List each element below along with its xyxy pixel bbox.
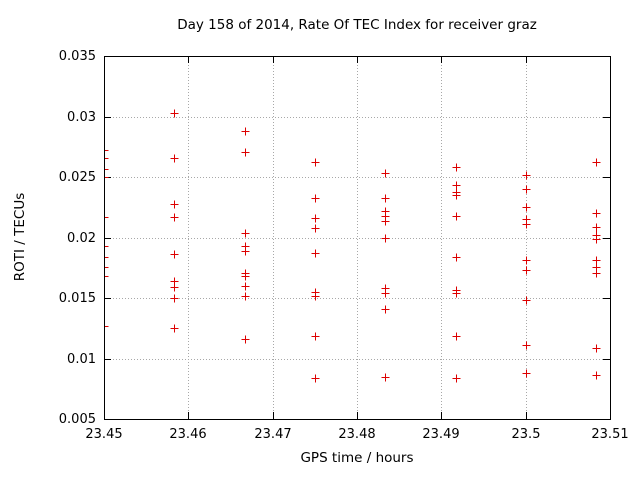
y-tick-label: 0.005 — [59, 412, 96, 427]
data-point-plus — [381, 305, 390, 314]
x-tick-label: 23.49 — [422, 427, 459, 442]
x-tick-label: 23.48 — [338, 427, 375, 442]
data-point-plus — [241, 247, 250, 256]
plot-border — [104, 56, 611, 420]
data-point-plus — [311, 292, 320, 301]
data-point-plus — [592, 223, 601, 232]
data-point-plus — [592, 371, 601, 380]
data-point-plus — [170, 294, 179, 303]
data-point-plus — [452, 191, 461, 200]
data-point-plus — [522, 203, 531, 212]
x-tick-label: 23.45 — [85, 427, 122, 442]
data-point-plus — [311, 214, 320, 223]
data-point-plus — [592, 269, 601, 278]
y-axis-title: ROTI / TECUs — [12, 192, 28, 282]
x-axis-title: GPS time / hours — [300, 450, 414, 466]
y-tick-label: 0.02 — [67, 231, 96, 246]
data-point-plus — [522, 185, 531, 194]
x-tick-label: 23.46 — [169, 427, 206, 442]
chart-title: Day 158 of 2014, Rate Of TEC Index for r… — [177, 17, 537, 33]
data-point-plus — [241, 282, 250, 291]
data-point-plus — [592, 235, 601, 244]
data-point-plus — [170, 213, 179, 222]
data-point-plus — [241, 272, 250, 281]
data-point-plus — [311, 158, 320, 167]
data-point-plus — [381, 373, 390, 382]
data-point-plus — [381, 169, 390, 178]
data-point-plus — [452, 181, 461, 190]
data-point-plus — [311, 332, 320, 341]
data-point-plus — [452, 253, 461, 262]
data-point-plus — [170, 250, 179, 259]
y-tick-label: 0.01 — [67, 352, 96, 367]
data-point-plus — [592, 256, 601, 265]
y-tick-label: 0.035 — [59, 49, 96, 64]
data-point-plus — [311, 224, 320, 233]
data-point-plus — [311, 249, 320, 258]
data-point-plus — [241, 148, 250, 157]
data-point-plus — [522, 171, 531, 180]
data-point-plus — [452, 332, 461, 341]
data-point-plus — [522, 220, 531, 229]
scatter-points — [104, 109, 601, 383]
y-tick-label: 0.015 — [59, 291, 96, 306]
data-point-plus — [522, 296, 531, 305]
data-point-plus — [170, 324, 179, 333]
data-point-plus — [241, 127, 250, 136]
data-point-plus — [452, 212, 461, 221]
data-point-plus — [522, 256, 531, 265]
data-point-plus — [381, 217, 390, 226]
data-point-plus — [452, 163, 461, 172]
data-point-plus — [170, 109, 179, 118]
x-tick-label: 23.51 — [591, 427, 628, 442]
data-point-plus — [452, 374, 461, 383]
data-point-plus — [522, 341, 531, 350]
data-point-plus — [381, 194, 390, 203]
data-point-plus — [170, 200, 179, 209]
x-tick-label: 23.5 — [512, 427, 541, 442]
grid-lines — [104, 56, 610, 419]
data-point-plus — [592, 344, 601, 353]
data-point-plus — [381, 289, 390, 298]
tick-labels: 23.45 23.46 23.47 23.48 23.49 23.5 23.51 0.005 0… — [59, 49, 629, 442]
y-tick-label: 0.025 — [59, 170, 96, 185]
data-point-plus — [241, 292, 250, 301]
y-tick-label: 0.03 — [67, 110, 96, 125]
data-point-plus — [592, 158, 601, 167]
data-point-plus — [241, 335, 250, 344]
data-point-plus — [592, 209, 601, 218]
data-point-plus — [170, 283, 179, 292]
data-point-plus — [381, 234, 390, 243]
data-point-plus — [522, 266, 531, 275]
data-point-plus — [311, 194, 320, 203]
data-point-plus — [452, 289, 461, 298]
x-tick-label: 23.47 — [254, 427, 291, 442]
data-point-plus — [522, 369, 531, 378]
data-point-plus — [241, 229, 250, 238]
data-point-plus — [311, 374, 320, 383]
data-point-plus — [170, 154, 179, 163]
